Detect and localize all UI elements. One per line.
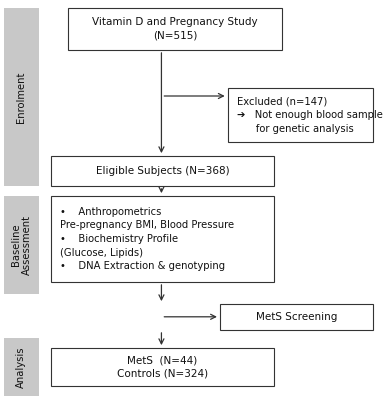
Bar xyxy=(51,156,274,186)
Bar xyxy=(4,196,39,294)
Bar xyxy=(4,8,39,186)
Text: MetS  (N=44)
Controls (N=324): MetS (N=44) Controls (N=324) xyxy=(117,355,208,379)
Text: Analysis: Analysis xyxy=(16,346,26,388)
Bar xyxy=(51,196,274,282)
Bar xyxy=(220,304,373,330)
Bar xyxy=(4,338,39,396)
Text: Excluded (n=147)
➔   Not enough blood sample
      for genetic analysis: Excluded (n=147) ➔ Not enough blood samp… xyxy=(237,96,383,134)
Text: •    Anthropometrics
Pre-pregnancy BMI, Blood Pressure
•    Biochemistry Profile: • Anthropometrics Pre-pregnancy BMI, Blo… xyxy=(60,207,235,271)
Bar xyxy=(228,88,373,142)
Text: MetS Screening: MetS Screening xyxy=(256,312,337,322)
Text: Eligible Subjects (N=368): Eligible Subjects (N=368) xyxy=(96,166,229,176)
Text: Vitamin D and Pregnancy Study
(N=515): Vitamin D and Pregnancy Study (N=515) xyxy=(92,17,258,41)
Bar xyxy=(68,8,282,50)
Bar xyxy=(51,348,274,386)
Text: Baseline
Assessment: Baseline Assessment xyxy=(11,215,32,275)
Text: Enrolment: Enrolment xyxy=(16,71,26,123)
